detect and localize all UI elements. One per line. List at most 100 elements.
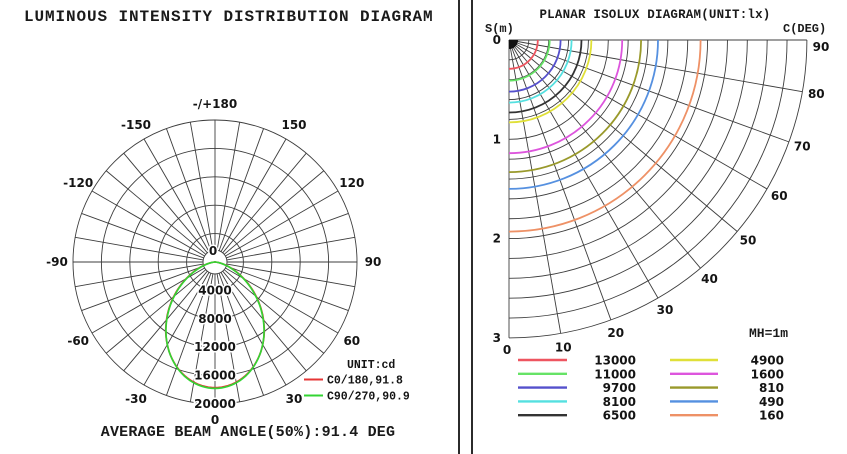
- angle-tick-label: -90: [46, 255, 68, 269]
- ring-value-label: 20000: [194, 397, 236, 411]
- polar-spoke: [189, 122, 214, 251]
- isolux-legend-value: 9700: [603, 381, 636, 395]
- polar-spoke: [218, 128, 264, 251]
- polar-grid: [72, 119, 358, 405]
- angle-tick-label: 150: [281, 118, 306, 132]
- c-angle-tick-label: 80: [808, 87, 825, 101]
- c-angle-tick-label: 0: [503, 343, 511, 357]
- s-axis-tick-label: 1: [493, 132, 501, 146]
- fan-grid-arc: [508, 39, 768, 299]
- polar-spoke: [189, 273, 214, 402]
- ring-value-label: 12000: [194, 340, 236, 354]
- s-axis-tick-label: 2: [493, 232, 501, 246]
- polar-spoke: [216, 273, 241, 402]
- isolux-contour-810: [508, 39, 642, 173]
- polar-spoke: [222, 270, 307, 372]
- isolux-contour-490: [508, 39, 659, 190]
- fan-grid-arc: [508, 39, 728, 259]
- isolux-legend-value: 11000: [594, 367, 636, 381]
- polar-spoke: [218, 273, 264, 396]
- c-angle-tick-label: 50: [740, 234, 757, 248]
- polar-spoke: [220, 138, 287, 252]
- polar-spoke: [226, 236, 355, 261]
- isolux-legend-value: 160: [759, 409, 784, 423]
- fan-grid-arc: [508, 39, 589, 120]
- polar-spoke: [222, 152, 307, 254]
- angle-tick-label: -150: [121, 118, 151, 132]
- left-chart-title: LUMINOUS INTENSITY DISTRIBUTION DIAGRAM: [24, 8, 434, 26]
- polar-spoke: [75, 236, 204, 261]
- angle-tick-label: 0: [211, 413, 219, 427]
- fan-grid-arc: [508, 39, 550, 81]
- polar-spoke: [223, 170, 325, 255]
- angle-tick-label: 120: [339, 176, 364, 190]
- isolux-contour-8100: [508, 39, 573, 104]
- intensity-curve-C90/270: [165, 261, 265, 390]
- panel-divider-line-1: [458, 0, 460, 454]
- average-beam-angle-label: AVERAGE BEAM ANGLE(50%):91.4 DEG: [100, 424, 396, 441]
- angle-tick-label: -60: [67, 334, 89, 348]
- angle-tick-label: -120: [63, 176, 93, 190]
- polar-spoke: [123, 270, 208, 372]
- fan-grid-arc: [508, 39, 629, 160]
- isolux-legend-value: 8100: [603, 395, 636, 409]
- isolux-contour-1600: [508, 39, 624, 155]
- c-angle-tick-label: 20: [607, 326, 624, 340]
- ring-value-label: 4000: [198, 283, 231, 297]
- ring-value-label: 8000: [198, 312, 231, 326]
- polar-spoke: [225, 190, 339, 257]
- c-angle-tick-label: 60: [771, 189, 788, 203]
- legend-series-label: C0/180,91.8: [327, 375, 403, 388]
- isolux-contour-11000: [508, 39, 551, 82]
- polar-spoke: [226, 263, 355, 288]
- fan-grid-arc: [508, 39, 570, 101]
- panel-divider-line-2: [471, 0, 473, 454]
- fan-grid-arc: [508, 39, 709, 240]
- c-angle-tick-label: 90: [813, 40, 830, 54]
- isolux-contour-6500: [508, 39, 583, 114]
- polar-spoke: [81, 213, 204, 259]
- isolux-contour-160: [508, 39, 702, 233]
- isolux-legend-value: 810: [759, 381, 784, 395]
- c-angle-tick-label: 40: [701, 272, 718, 286]
- angle-tick-label: 30: [286, 392, 303, 406]
- polar-spoke: [75, 263, 204, 288]
- fan-grid-arc: [508, 39, 669, 200]
- angle-tick-label: -/+180: [193, 97, 237, 111]
- polar-spoke: [226, 265, 349, 311]
- polar-spoke: [166, 128, 212, 251]
- polar-spoke: [81, 265, 204, 311]
- legend-unit-label: UNIT:cd: [347, 359, 395, 372]
- isolux-legend-value: 490: [759, 395, 784, 409]
- isolux-legend-value: 4900: [751, 354, 784, 368]
- fan-grid-arc: [508, 39, 649, 180]
- fan-grid-arc: [508, 39, 788, 319]
- fan-grid-arc: [508, 39, 530, 61]
- legend-series-label: C90/270,90.9: [327, 391, 410, 404]
- c-angle-tick-label: 30: [657, 303, 674, 317]
- polar-spoke: [143, 272, 210, 386]
- isolux-contour-9700: [508, 39, 562, 93]
- c-angle-tick-label: 70: [794, 140, 811, 154]
- polar-spoke: [105, 269, 207, 354]
- polar-spoke: [216, 122, 241, 251]
- angle-tick-label: 60: [343, 334, 360, 348]
- c-angle-tick-label: 10: [555, 340, 572, 354]
- fan-grid-arc: [508, 39, 689, 220]
- c-axis-label: C(DEG): [783, 22, 827, 36]
- isolux-legend-value: 1600: [751, 367, 784, 381]
- fan-grid-arc: [508, 39, 808, 339]
- s-axis-tick-label: 3: [493, 331, 501, 345]
- ring-value-label: 16000: [194, 369, 236, 383]
- isolux-contour-13000: [508, 39, 539, 70]
- isolux-legend-value: 13000: [594, 354, 636, 368]
- isolux-contour-4900: [508, 39, 593, 124]
- polar-spoke: [166, 273, 212, 396]
- polar-spoke: [226, 213, 349, 259]
- polar-spoke: [223, 269, 325, 354]
- polar-spoke: [123, 152, 208, 254]
- s-axis-tick-label: 0: [493, 33, 501, 47]
- luminous-intensity-polar-chart: 0 30 60 90 120 150 -/+180 -150 -120 -90 -60 -30 0 400…: [46, 97, 410, 427]
- polar-spoke: [143, 138, 210, 252]
